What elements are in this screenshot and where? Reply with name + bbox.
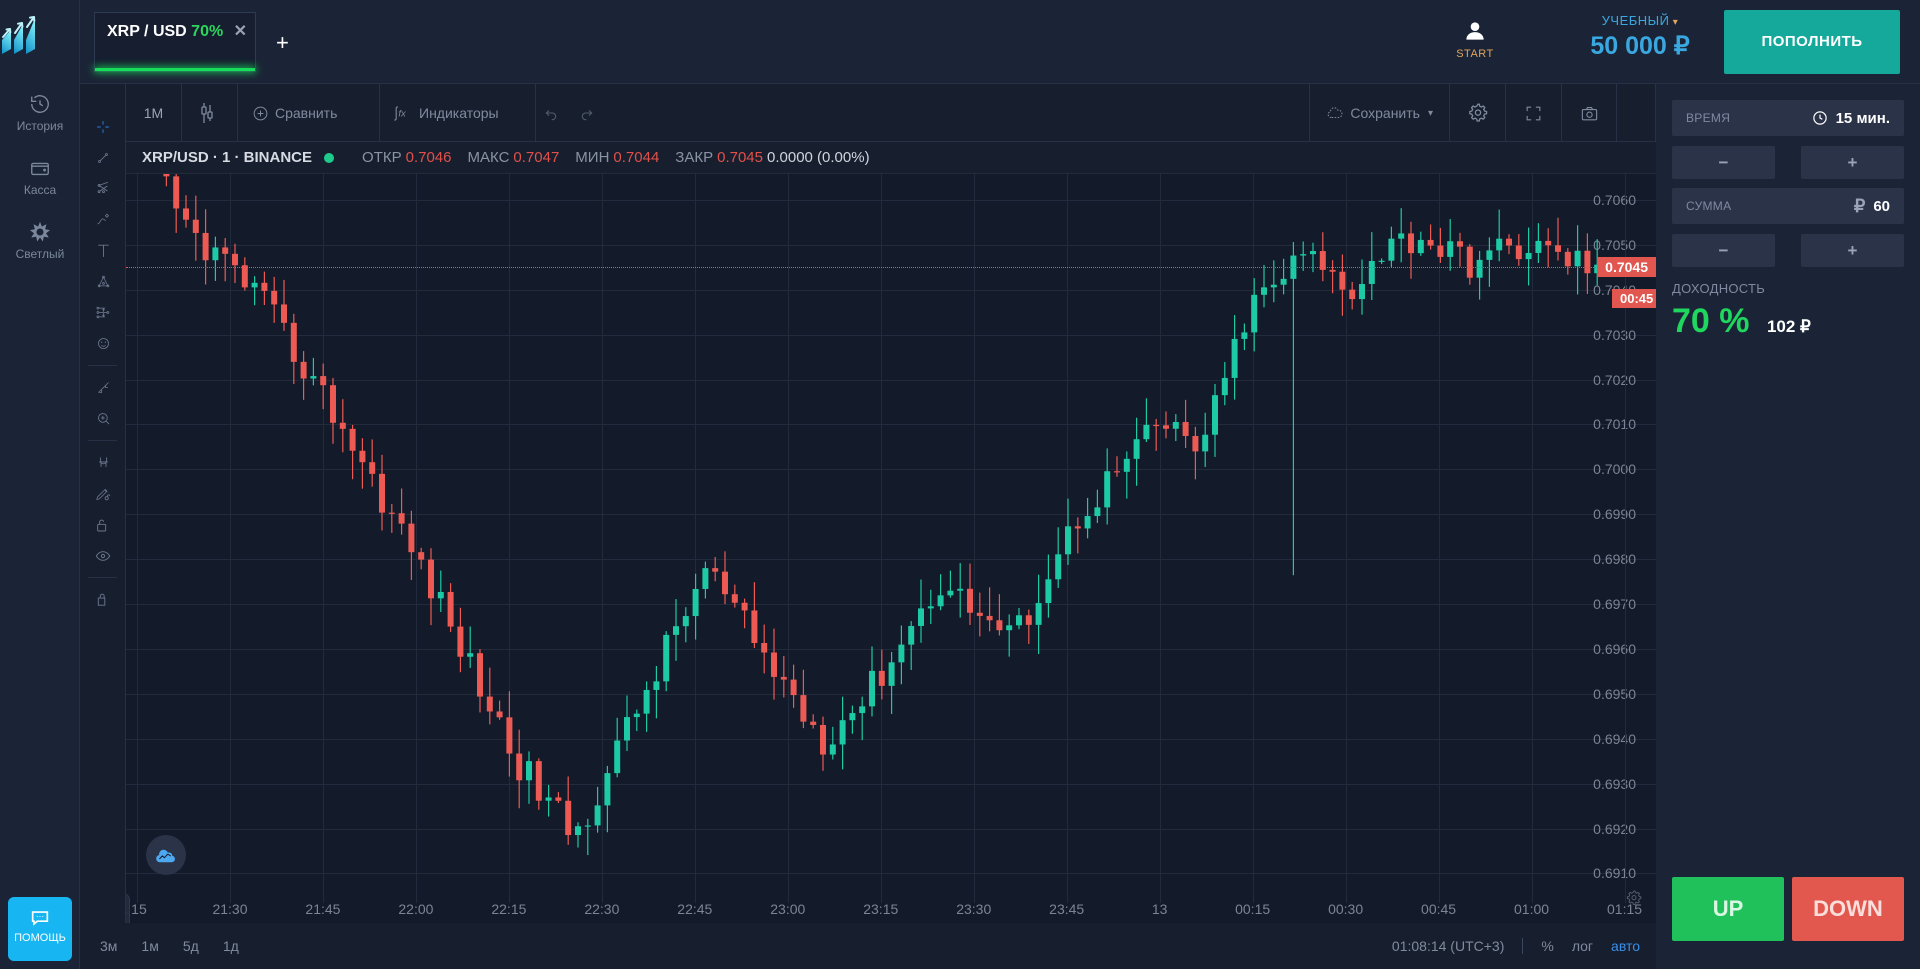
svg-text:fx: fx	[398, 108, 407, 119]
